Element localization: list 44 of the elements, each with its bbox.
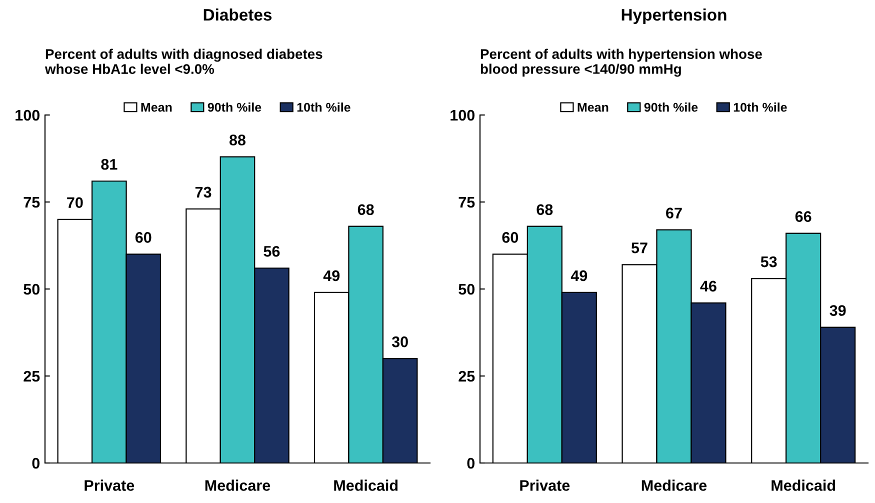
data-label: 70	[67, 197, 83, 208]
chart-title: Diabetes	[204, 8, 272, 21]
chart-subtitle: Percent of adults with hypertension whose blood pressure <140/90 mmHg	[480, 48, 762, 77]
y-tick-label: 100	[16, 110, 40, 121]
data-label: 66	[795, 211, 812, 222]
data-label: 56	[264, 246, 280, 257]
y-tick-label: 50	[458, 284, 475, 295]
y-tick-label: 25	[458, 370, 475, 382]
legend-label: 90th %ile	[644, 102, 698, 112]
legend-label: 90th %ile	[208, 102, 262, 112]
data-label: 39	[830, 305, 846, 316]
data-label: 81	[101, 158, 118, 170]
y-tick-label: 50	[24, 284, 40, 295]
y-tick-label: 0	[467, 458, 475, 469]
x-tick-label: Private	[84, 480, 134, 491]
legend-label: 10th %ile	[734, 102, 787, 112]
data-label: 46	[700, 280, 716, 292]
y-tick-label: 75	[24, 197, 40, 208]
legend-label: 10th %ile	[297, 102, 350, 112]
data-label: 68	[358, 204, 374, 216]
data-label: 49	[323, 270, 340, 282]
data-label: 30	[392, 336, 408, 348]
chart-title: Hypertension	[622, 8, 726, 24]
x-tick-label: Medicare	[642, 480, 707, 491]
data-label: 53	[760, 256, 777, 268]
data-label: 68	[536, 204, 553, 216]
y-tick-label: 75	[458, 197, 475, 208]
x-tick-label: Private	[520, 480, 570, 491]
y-tick-label: 0	[32, 458, 40, 469]
chart-subtitle: Percent of adults with diagnosed diabetes whose HbA1c level <9.0%	[44, 48, 322, 74]
x-tick-label: Medicaid	[334, 480, 398, 491]
data-label: 49	[570, 270, 588, 282]
y-tick-label: 25	[24, 370, 40, 382]
data-label: 67	[666, 208, 682, 218]
data-label: 60	[135, 232, 152, 243]
data-label: 57	[631, 242, 648, 254]
legend-label: Mean	[141, 102, 172, 112]
x-tick-label: Medicare	[205, 480, 270, 491]
x-tick-label: Medicaid	[772, 480, 836, 491]
legend-label: Mean	[578, 102, 608, 112]
data-label: 60	[502, 232, 518, 243]
data-label: 73	[195, 186, 212, 198]
y-tick-label: 100	[450, 110, 475, 121]
data-label: 88	[229, 134, 246, 146]
